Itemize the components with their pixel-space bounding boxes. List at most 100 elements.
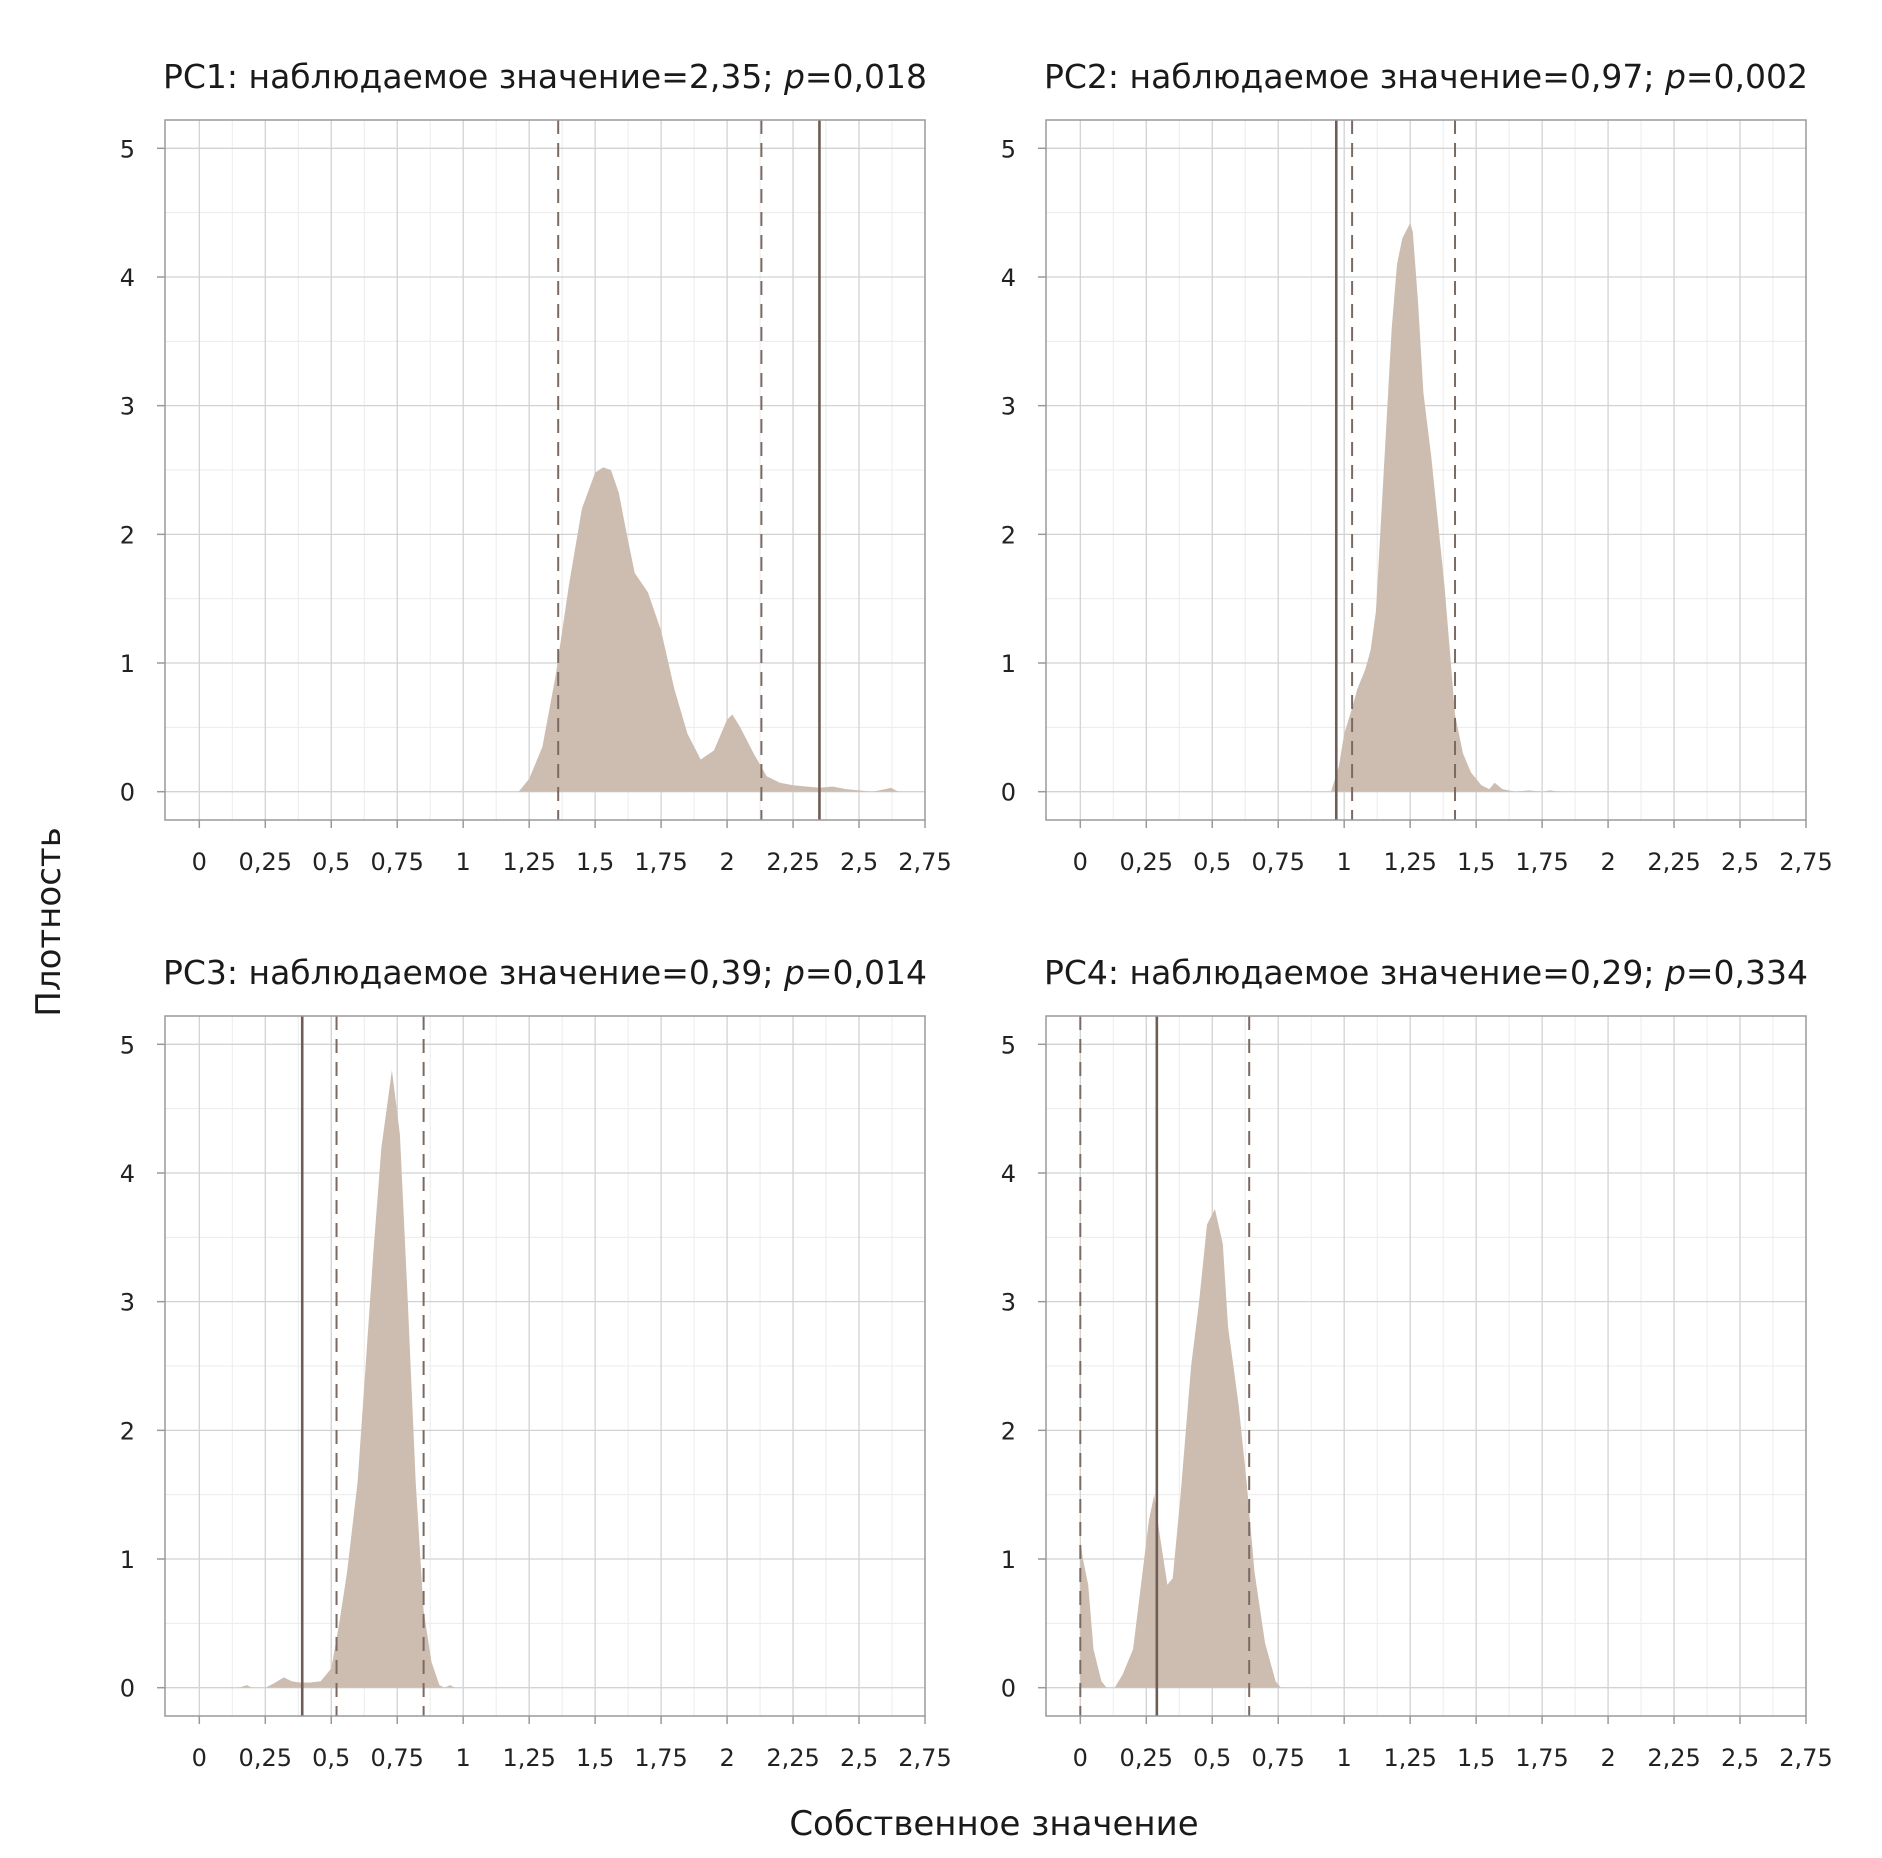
x-tick-label: 2,5 (1721, 1744, 1759, 1772)
panel-title-prefix: PC4: наблюдаемое значение=0,29; (1044, 953, 1665, 992)
plot-frame (164, 119, 926, 821)
x-tick-label: 1,25 (502, 1744, 555, 1772)
x-tick-label: 2 (1600, 848, 1615, 876)
y-tick-label: 5 (120, 1031, 135, 1059)
panels: 0 0,25 0,5 0,75 1 1,25 1,5 1,75 2 2,25 2,5 2,75 0 1 2 3… (120, 57, 1833, 1772)
x-tick-label: 1,75 (1515, 1744, 1568, 1772)
y-tick-label: 1 (120, 1546, 135, 1574)
plot-frame (1045, 1015, 1807, 1717)
x-tick-label: 0,25 (1120, 848, 1173, 876)
y-tick-label: 3 (1001, 393, 1016, 421)
x-tick-label: 0,75 (1252, 1744, 1305, 1772)
y-tick-label: 5 (1001, 135, 1016, 163)
x-tick-label: 1,25 (1383, 1744, 1436, 1772)
x-tick-label: 2,25 (1647, 848, 1700, 876)
x-tick-label: 0 (1073, 848, 1088, 876)
x-tick-label: 2,25 (1647, 1744, 1700, 1772)
x-tick-label: 1,5 (576, 848, 614, 876)
x-tick-label: 0,25 (1120, 1744, 1173, 1772)
x-tick-label: 1,75 (634, 1744, 687, 1772)
panel-title-p: p (783, 57, 805, 96)
panel-title: PC4: наблюдаемое значение=0,29; p=0,334 (1044, 953, 1808, 992)
panel-title: PC2: наблюдаемое значение=0,97; p=0,002 (1044, 57, 1808, 96)
x-tick-label: 0,5 (1193, 1744, 1231, 1772)
panel-title-p: p (783, 953, 805, 992)
y-tick-label: 4 (1001, 1160, 1016, 1188)
x-tick-label: 1 (456, 848, 471, 876)
y-tick-label: 3 (1001, 1289, 1016, 1317)
x-tick-label: 0,75 (1252, 848, 1305, 876)
panel-title: PC1: наблюдаемое значение=2,35; p=0,018 (163, 57, 927, 96)
plot-frame (1045, 119, 1807, 821)
grid (165, 1016, 925, 1716)
y-tick-label: 1 (1001, 1546, 1016, 1574)
x-tick-label: 2,25 (766, 1744, 819, 1772)
y-tick-label: 2 (120, 1417, 135, 1445)
x-tick-label: 2,75 (898, 1744, 951, 1772)
panel-title: PC3: наблюдаемое значение=0,39; p=0,014 (163, 953, 927, 992)
x-axis-title: Собственное значение (789, 1804, 1198, 1844)
y-tick-label: 4 (120, 264, 135, 292)
x-tick-label: 1,75 (1515, 848, 1568, 876)
density-area (238, 1070, 461, 1688)
y-tick-label: 3 (120, 393, 135, 421)
y-tick-label: 2 (120, 521, 135, 549)
panel-title-suffix: =0,014 (805, 953, 927, 992)
panel-pc3: 0 0,25 0,5 0,75 1 1,25 1,5 1,75 2 2,25 2,5 2,75 0 1 2 3… (120, 953, 952, 1772)
x-tick-label: 0,75 (371, 1744, 424, 1772)
panel-pc4: 0 0,25 0,5 0,75 1 1,25 1,5 1,75 2 2,25 2,5 2,75 0 1 2 3… (1001, 953, 1833, 1772)
y-tick-label: 3 (120, 1289, 135, 1317)
x-tick-label: 2 (719, 1744, 734, 1772)
x-tick-label: 1 (456, 1744, 471, 1772)
y-axis-title: Плотность (29, 827, 69, 1016)
x-tick-label: 2 (1600, 1744, 1615, 1772)
y-tick-label: 1 (1001, 650, 1016, 678)
panel-title-p: p (1664, 953, 1686, 992)
x-tick-label: 1,75 (634, 848, 687, 876)
density-area (1080, 1209, 1281, 1688)
panel-title-suffix: =0,002 (1686, 57, 1808, 96)
panel-title-prefix: PC3: наблюдаемое значение=0,39; (163, 953, 784, 992)
grid (165, 120, 925, 820)
y-tick-label: 4 (1001, 264, 1016, 292)
panel-title-prefix: PC1: наблюдаемое значение=2,35; (163, 57, 784, 96)
x-tick-label: 0 (192, 848, 207, 876)
y-tick-label: 4 (120, 1160, 135, 1188)
x-tick-label: 0,5 (1193, 848, 1231, 876)
panel-title-p: p (1664, 57, 1686, 96)
y-tick-label: 5 (120, 135, 135, 163)
x-tick-label: 1,25 (1383, 848, 1436, 876)
panel-pc2: 0 0,25 0,5 0,75 1 1,25 1,5 1,75 2 2,25 2,5 2,75 0 1 2 3… (1001, 57, 1833, 876)
y-tick-label: 0 (120, 1675, 135, 1703)
x-tick-label: 2,75 (1779, 1744, 1832, 1772)
x-tick-label: 1,5 (1457, 1744, 1495, 1772)
x-tick-label: 2 (719, 848, 734, 876)
y-tick-label: 1 (120, 650, 135, 678)
x-tick-label: 0,75 (371, 848, 424, 876)
y-tick-label: 2 (1001, 1417, 1016, 1445)
x-tick-label: 1 (1337, 1744, 1352, 1772)
x-tick-label: 2,75 (1779, 848, 1832, 876)
x-tick-label: 1 (1337, 848, 1352, 876)
x-tick-label: 2,75 (898, 848, 951, 876)
x-tick-label: 2,5 (1721, 848, 1759, 876)
x-tick-label: 2,5 (840, 1744, 878, 1772)
panel-title-prefix: PC2: наблюдаемое значение=0,97; (1044, 57, 1665, 96)
x-tick-label: 0 (1073, 1744, 1088, 1772)
x-tick-label: 0,5 (312, 848, 350, 876)
panel-title-suffix: =0,334 (1686, 953, 1808, 992)
y-tick-label: 0 (1001, 779, 1016, 807)
density-area (1331, 222, 1561, 792)
x-tick-label: 0,25 (239, 1744, 292, 1772)
x-tick-label: 2,25 (766, 848, 819, 876)
panel-title-suffix: =0,018 (805, 57, 927, 96)
panel-pc1: 0 0,25 0,5 0,75 1 1,25 1,5 1,75 2 2,25 2,5 2,75 0 1 2 3… (120, 57, 952, 876)
x-tick-label: 0,25 (239, 848, 292, 876)
x-tick-label: 2,5 (840, 848, 878, 876)
density-area (518, 467, 899, 792)
y-tick-label: 5 (1001, 1031, 1016, 1059)
y-tick-label: 0 (120, 779, 135, 807)
x-tick-label: 1,5 (576, 1744, 614, 1772)
x-tick-label: 1,5 (1457, 848, 1495, 876)
